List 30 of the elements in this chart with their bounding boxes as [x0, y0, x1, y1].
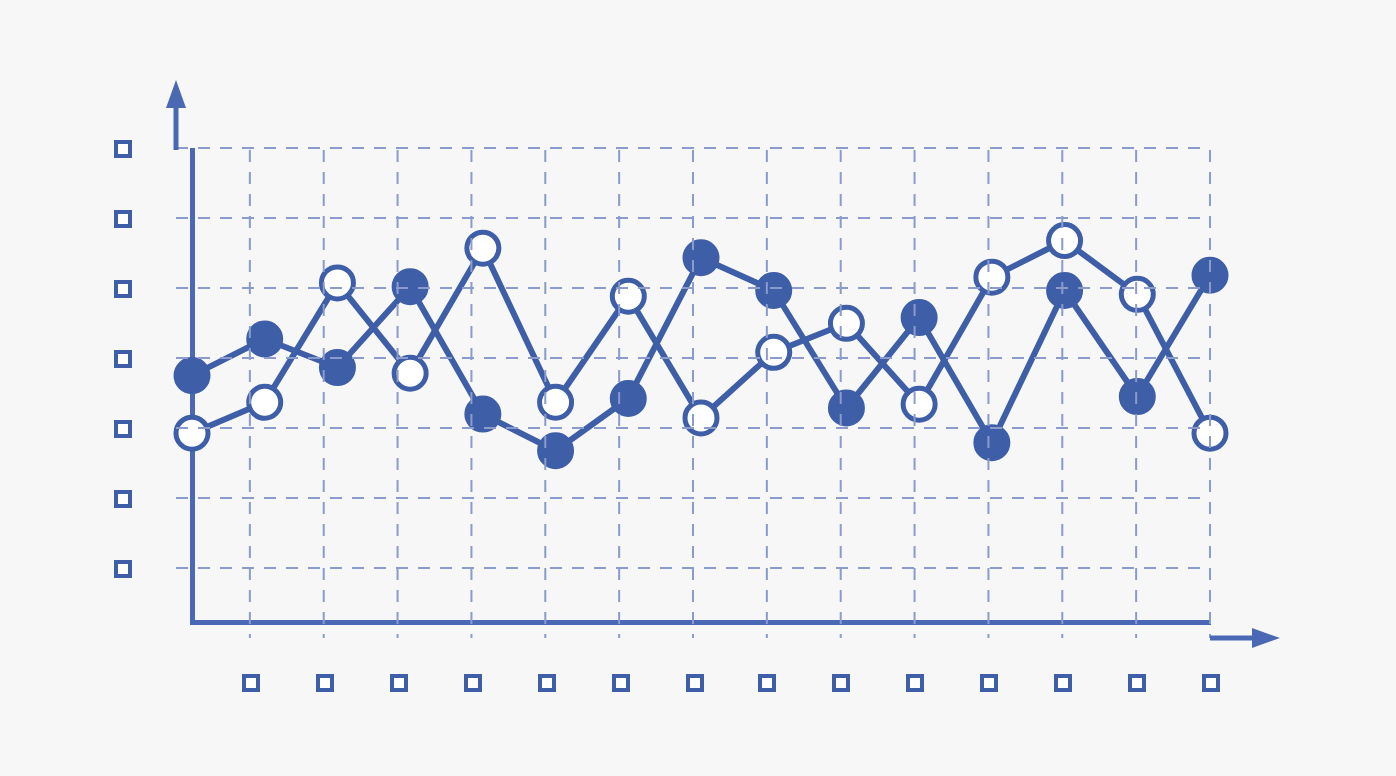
point: [973, 258, 1011, 296]
point: [1191, 256, 1229, 294]
point: [609, 277, 647, 315]
point: [755, 333, 793, 371]
point: [464, 229, 502, 267]
point: [318, 349, 356, 387]
point: [900, 299, 938, 337]
point: [609, 379, 647, 417]
point: [755, 272, 793, 310]
point: [1118, 378, 1156, 416]
point: [1046, 222, 1084, 260]
point: [173, 414, 211, 452]
point: [1046, 272, 1084, 310]
point: [827, 389, 865, 427]
point: [682, 399, 720, 437]
point: [464, 395, 502, 433]
point: [246, 320, 284, 358]
point: [827, 304, 865, 342]
point: [391, 354, 429, 392]
point: [537, 432, 575, 470]
point: [246, 383, 284, 421]
point: [1118, 275, 1156, 313]
point: [173, 357, 211, 395]
point: [318, 264, 356, 302]
point: [391, 268, 429, 306]
point: [1191, 414, 1229, 452]
point: [900, 385, 938, 423]
point: [973, 424, 1011, 462]
point: [537, 383, 575, 421]
point: [682, 239, 720, 277]
